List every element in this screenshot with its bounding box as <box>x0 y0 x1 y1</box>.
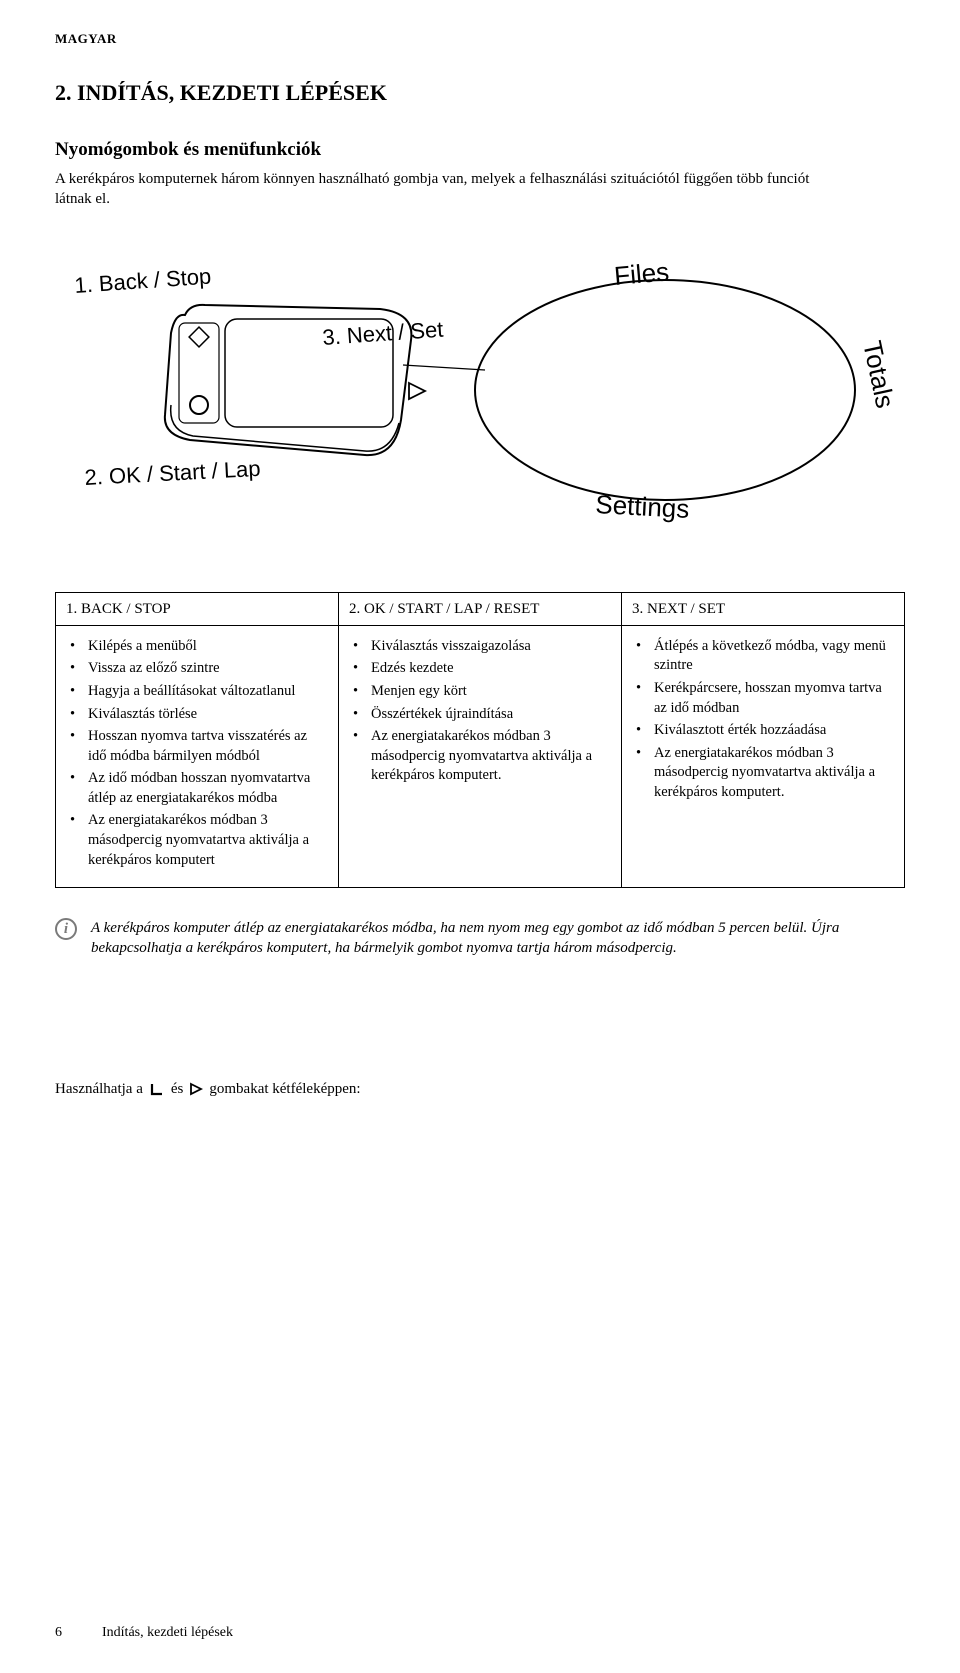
list-item: Kiválasztott érték hozzáadása <box>636 721 894 741</box>
list-item: Kilépés a menüből <box>70 637 328 657</box>
list-item: Az energiatakarékos módban 3 másodpercig… <box>636 744 894 803</box>
col2-header: 2. OK / START / LAP / RESET <box>339 592 622 625</box>
diagram-label-btn1: 1. Back / Stop <box>74 264 212 298</box>
col1-body: Kilépés a menüből Vissza az előző szintr… <box>56 625 339 887</box>
col3-body: Átlépés a következő módba, vagy menü szi… <box>622 625 905 887</box>
section-intro: A kerékpáros komputernek három könnyen h… <box>55 169 815 210</box>
diagram-label-totals: Totals <box>857 338 900 411</box>
list-item: Menjen egy kört <box>353 682 611 702</box>
list-item: Kiválasztás visszaigazolása <box>353 637 611 657</box>
list-item: Az energiatakarékos módban 3 másodpercig… <box>353 727 611 786</box>
usage-pre: Használhatja a <box>55 1079 143 1099</box>
list-item: Hagyja a beállításokat változatlanul <box>70 682 328 702</box>
col3-header: 3. NEXT / SET <box>622 592 905 625</box>
list-item: Edzés kezdete <box>353 659 611 679</box>
diagram-label-settings: Settings <box>595 489 690 524</box>
button-functions-table: 1. BACK / STOP 2. OK / START / LAP / RES… <box>55 592 905 888</box>
lang-label: MAGYAR <box>55 30 905 48</box>
diagram-label-files: Files <box>613 257 670 292</box>
usage-line: Használhatja a és gombakat kétféleképpen… <box>55 1079 905 1099</box>
list-item: Az energiatakarékos módban 3 másodpercig… <box>70 811 328 870</box>
list-item: Vissza az előző szintre <box>70 659 328 679</box>
info-note: A kerékpáros komputer átlép az energiata… <box>91 918 861 959</box>
list-item: Az idő módban hosszan nyomvatartva átlép… <box>70 769 328 808</box>
page-footer: 6 Indítás, kezdeti lépések <box>55 1624 233 1643</box>
info-icon: i <box>55 918 77 940</box>
footer-title: Indítás, kezdeti lépések <box>102 1624 233 1643</box>
list-item: Kiválasztás törlése <box>70 705 328 725</box>
next-glyph-icon <box>189 1082 203 1096</box>
list-item: Kerékpárcsere, hosszan myomva tartva az … <box>636 679 894 718</box>
list-item: Hosszan nyomva tartva visszatérés az idő… <box>70 727 328 766</box>
usage-post: gombakat kétféleképpen: <box>209 1079 360 1099</box>
usage-mid: és <box>171 1079 184 1099</box>
section-title: 2. INDÍTÁS, KEZDETI LÉPÉSEK <box>55 78 905 108</box>
device-diagram: 1. Back / Stop 2. OK / Start / Lap 3. Ne… <box>55 235 905 535</box>
section-subhead: Nyomógombok és menüfunkciók <box>55 137 905 163</box>
list-item: Összértékek újraindítása <box>353 705 611 725</box>
col1-header: 1. BACK / STOP <box>56 592 339 625</box>
page-number: 6 <box>55 1624 62 1643</box>
back-glyph-icon <box>149 1081 165 1097</box>
diagram-label-btn2: 2. OK / Start / Lap <box>84 456 261 490</box>
col2-body: Kiválasztás visszaigazolása Edzés kezdet… <box>339 625 622 887</box>
list-item: Átlépés a következő módba, vagy menü szi… <box>636 637 894 676</box>
